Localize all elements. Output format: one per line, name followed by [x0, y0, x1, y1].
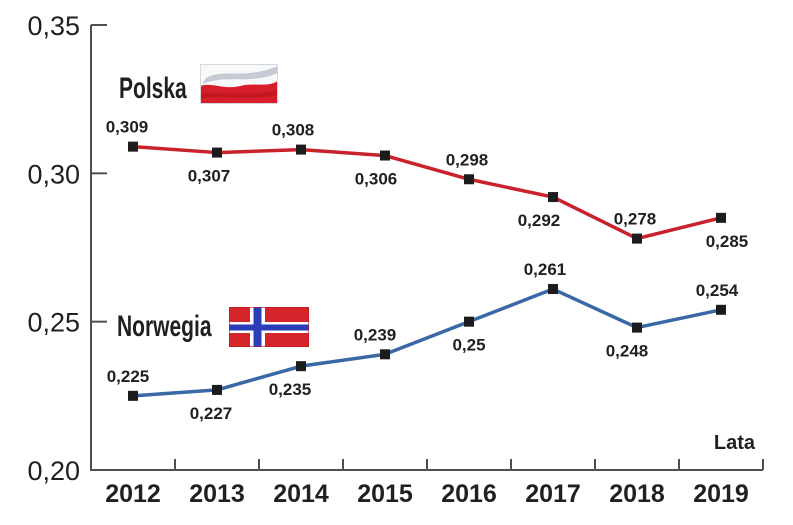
y-tick-label: 0,20 [27, 456, 80, 486]
x-tick-label: 2016 [441, 480, 497, 508]
x-tick-label: 2019 [693, 480, 749, 508]
data-point-label: 0,225 [107, 367, 150, 386]
x-tick-label: 2012 [105, 480, 161, 508]
data-point-marker [716, 212, 726, 223]
y-tick-label: 0,35 [27, 11, 80, 41]
x-tick-label: 2015 [357, 480, 413, 508]
data-point-label: 0,309 [106, 118, 149, 137]
y-tick-label: 0,30 [27, 159, 80, 189]
data-point-marker [380, 349, 390, 360]
data-point-label: 0,235 [269, 380, 312, 399]
poland-flag-icon [200, 64, 278, 104]
data-point-label: 0,306 [355, 170, 398, 189]
legend-label-norwegia: Norwegia [117, 310, 212, 343]
data-point-marker [716, 304, 726, 315]
data-point-marker [296, 144, 306, 155]
data-point-label: 0,278 [614, 210, 657, 229]
x-tick-label: 2013 [189, 480, 245, 508]
data-point-label: 0,227 [190, 404, 233, 423]
data-point-marker [128, 141, 138, 152]
x-tick-label: 2014 [273, 480, 329, 508]
data-point-label: 0,261 [524, 260, 567, 279]
norway-flag-icon [229, 307, 309, 347]
data-point-label: 0,285 [706, 232, 749, 251]
data-point-label: 0,248 [606, 342, 649, 361]
x-axis-title: Lata [713, 432, 755, 454]
data-point-label: 0,25 [452, 336, 485, 355]
data-point-marker [464, 316, 474, 327]
legend-label-polska: Polska [119, 72, 187, 105]
data-point-marker [380, 150, 390, 161]
data-point-label: 0,308 [272, 121, 315, 140]
data-point-label: 0,298 [446, 150, 489, 169]
data-point-marker [296, 361, 306, 372]
data-point-marker [632, 233, 642, 244]
data-point-marker [548, 284, 558, 295]
data-point-label: 0,292 [518, 211, 561, 230]
series-line-polska [132, 144, 722, 241]
series-line-norwegia [132, 287, 722, 398]
data-point-marker [548, 192, 558, 203]
data-point-marker [464, 174, 474, 185]
data-point-label: 0,239 [354, 325, 397, 344]
data-point-label: 0,307 [188, 167, 231, 186]
data-point-marker [128, 390, 138, 401]
x-tick-label: 2017 [525, 480, 581, 508]
y-tick-label: 0,25 [27, 308, 80, 338]
data-point-label: 0,254 [696, 281, 739, 300]
data-point-marker [212, 147, 222, 158]
x-tick-label: 2018 [609, 480, 665, 508]
data-point-marker [632, 322, 642, 333]
data-point-marker [212, 384, 222, 395]
